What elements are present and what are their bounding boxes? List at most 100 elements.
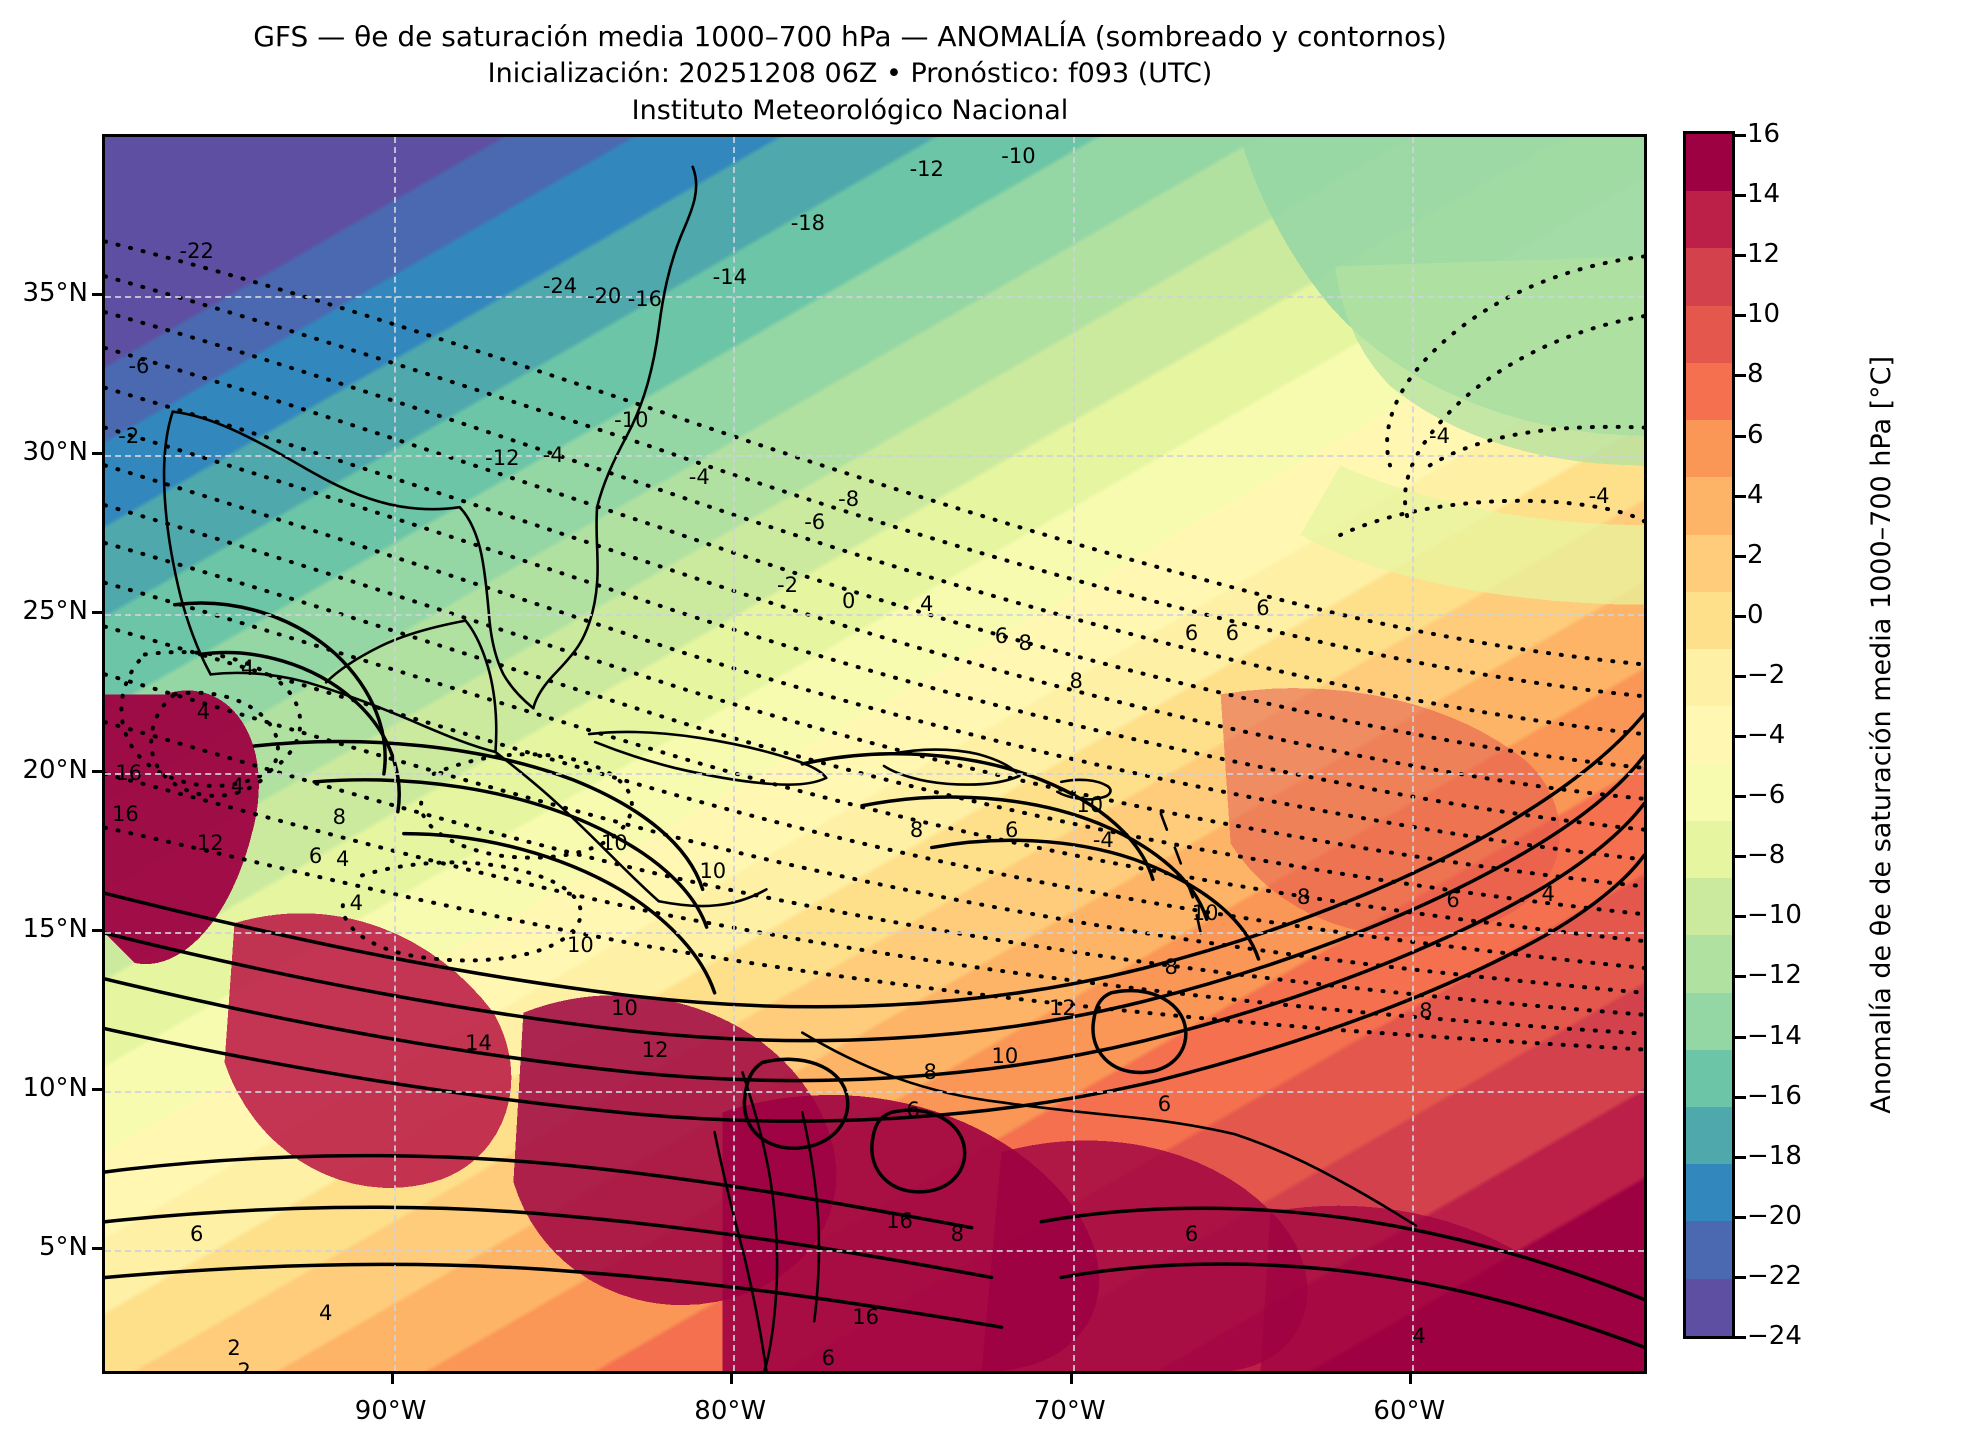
colorbar-segment — [1686, 1106, 1732, 1165]
contour-label: 14 — [465, 1031, 492, 1056]
colorbar-segment — [1686, 706, 1732, 764]
contour-label: -12 — [485, 446, 520, 471]
colorbar-tick-mark — [1735, 915, 1746, 919]
contour-label: 10 — [567, 932, 594, 957]
colorbar-tick-mark — [1735, 1215, 1746, 1219]
y-axis-tick-mark — [92, 1246, 102, 1250]
colorbar-segment — [1686, 362, 1732, 421]
colorbar-segment — [1686, 1049, 1732, 1107]
y-axis-tick-mark — [92, 1087, 102, 1091]
contour-label: -4 — [1588, 484, 1610, 509]
colorbar-tick-mark — [1735, 1336, 1746, 1339]
chart-title: GFS — θe de saturación media 1000–700 hP… — [253, 20, 1447, 53]
colorbar-tick-mark — [1735, 1275, 1746, 1279]
contour-label: -8 — [838, 487, 860, 512]
colorbar-tick-mark — [1735, 194, 1746, 198]
colorbar-segment — [1686, 878, 1732, 936]
colorbar-tick-label: 14 — [1747, 179, 1781, 210]
colorbar-tick-label: −8 — [1747, 840, 1786, 871]
x-axis-tick-mark — [1409, 1374, 1413, 1384]
x-axis-tick-label: 60°W — [1373, 1396, 1446, 1426]
contour-label: 6 — [1256, 595, 1270, 620]
contour-label: 8 — [909, 818, 924, 843]
contour-label: 8 — [950, 1221, 964, 1246]
contour-label: -2 — [118, 423, 140, 448]
contour-label: 8 — [1069, 668, 1083, 693]
colorbar-tick-mark — [1735, 1035, 1746, 1039]
y-axis-tick-label: 30°N — [22, 436, 88, 467]
colorbar-segment — [1686, 591, 1732, 650]
contour-label: -4 — [1428, 423, 1450, 448]
contour-label: 6 — [1004, 818, 1019, 843]
contour-label: -4 — [688, 465, 710, 490]
contour-label: 4 — [1412, 1323, 1426, 1348]
colorbar-tick-mark — [1735, 254, 1746, 258]
colorbar-tick-mark — [1735, 975, 1746, 979]
colorbar-tick-label: −2 — [1747, 659, 1786, 690]
contour-label: 6 — [1157, 1091, 1172, 1116]
colorbar-tick-label: −12 — [1747, 960, 1802, 991]
contour-label: 12 — [641, 1037, 669, 1062]
contour-label: 0 — [841, 589, 856, 614]
colorbar-segment — [1686, 992, 1732, 1050]
colorbar-tick-label: 8 — [1747, 359, 1764, 390]
contour-label: 6 — [1184, 1221, 1199, 1246]
colorbar-segment — [1686, 935, 1732, 993]
contour-label: 12 — [1049, 996, 1076, 1021]
colorbar-segment — [1686, 534, 1732, 592]
contour-label: 4 — [230, 773, 245, 798]
colorbar-tick-mark — [1735, 1155, 1746, 1159]
colorbar-segment — [1686, 134, 1732, 192]
y-axis-tick-label: 10°N — [22, 1072, 88, 1103]
contour-label: 6 — [189, 1221, 204, 1246]
map-axes[interactable]: -22 -24 -20 -16 -14 -18 -12 -10 -6 -2 -12 -10 -4 -8 -6… — [102, 134, 1647, 1374]
y-axis-tick-label: 35°N — [22, 277, 88, 308]
chart-subtitle: Inicialización: 20251208 06Z • Pronóstic… — [487, 58, 1213, 90]
contour-label: -6 — [128, 353, 150, 378]
colorbar-tick-mark — [1735, 614, 1746, 618]
contour-label: 6 — [906, 1097, 920, 1122]
contour-label: 10 — [611, 996, 638, 1021]
contour-label: -14 — [712, 264, 747, 289]
contour-label: 8 — [923, 1059, 937, 1084]
contour-label: 6 — [1184, 621, 1199, 645]
contour-label: 10 — [600, 830, 628, 855]
colorbar-tick-label: 10 — [1747, 299, 1781, 330]
colorbar-tick-label: 2 — [1747, 539, 1764, 570]
colorbar-segment — [1686, 305, 1732, 363]
colorbar-tick-mark — [1735, 735, 1746, 738]
contour-label: -10 — [614, 407, 649, 432]
contour-label: 6 — [308, 843, 323, 868]
colorbar-tick-label: 16 — [1747, 119, 1781, 149]
chart-source: Instituto Meteorológico Nacional — [631, 94, 1069, 126]
y-axis-tick-mark — [92, 769, 102, 773]
contour-label: 6 — [821, 1345, 835, 1370]
x-axis-tick-label: 90°W — [354, 1396, 427, 1426]
colorbar-tick-mark — [1735, 795, 1746, 799]
colorbar-tick-mark — [1735, 554, 1746, 558]
contour-label: 4 — [349, 891, 363, 916]
colorbar-tick-label: −4 — [1747, 720, 1786, 750]
contour-label: 10 — [1076, 792, 1104, 817]
contour-label: 4 — [920, 592, 934, 617]
colorbar-tick-label: 6 — [1747, 419, 1764, 450]
x-axis-tick-mark — [730, 1374, 734, 1384]
colorbar-segment — [1686, 649, 1732, 707]
contour-label: 8 — [1296, 884, 1311, 909]
colorbar-tick-mark — [1735, 855, 1746, 859]
contour-label: 6 — [994, 624, 1009, 649]
colorbar-segment — [1686, 420, 1732, 478]
colorbar-tick-label: −14 — [1747, 1020, 1802, 1051]
contour-label: -10 — [1001, 144, 1036, 169]
colorbar[interactable] — [1683, 131, 1735, 1339]
colorbar-segment — [1686, 1164, 1732, 1222]
y-axis-tick-label: 15°N — [22, 913, 88, 944]
colorbar-tick-mark — [1735, 674, 1746, 678]
contour-label: -22 — [179, 239, 214, 264]
contour-label: -16 — [627, 287, 663, 312]
contour-label: 4 — [240, 655, 255, 680]
contour-label: 10 — [991, 1043, 1019, 1068]
contour-label: -20 — [586, 283, 622, 308]
contour-label: 8 — [1018, 630, 1032, 655]
